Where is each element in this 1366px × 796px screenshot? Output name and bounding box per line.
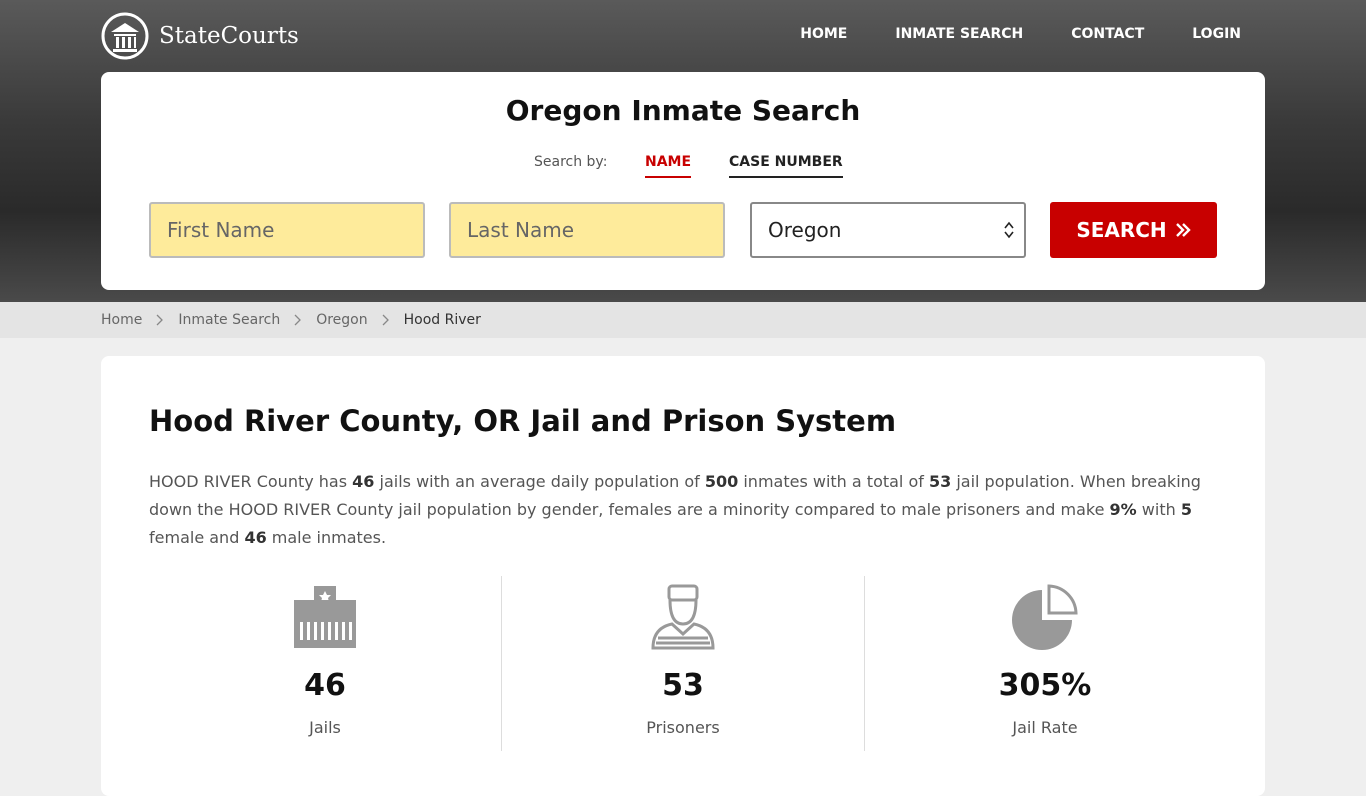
divider	[501, 576, 502, 751]
hero: StateCourts HOME INMATE SEARCH CONTACT L…	[0, 0, 1366, 302]
nav-link[interactable]: INMATE SEARCH	[895, 26, 1024, 42]
text: jail population. When breaking down the …	[149, 472, 1201, 519]
crumb-current: Hood River	[403, 312, 481, 328]
crumb[interactable]: Home	[101, 312, 143, 328]
crumb[interactable]: Inmate Search	[178, 312, 281, 328]
first-name-input[interactable]: First Name	[149, 202, 425, 258]
text: inmates with a total of	[738, 472, 929, 491]
prisoner-icon	[651, 584, 715, 650]
crumb-sep	[382, 314, 389, 326]
logo[interactable]: StateCourts	[101, 12, 299, 60]
nav: HOME INMATE SEARCH CONTACT LOGIN	[800, 26, 1241, 42]
text-bold: 46	[244, 528, 267, 547]
text: jails with an average daily population o…	[374, 472, 705, 491]
breadcrumb: Home Inmate Search Oregon Hood River	[0, 302, 1366, 338]
search-by: Search by:	[534, 154, 608, 170]
stat-value: 305%	[998, 668, 1092, 703]
nav-link[interactable]: CONTACT	[1071, 26, 1145, 42]
text: female and	[149, 528, 245, 547]
tab-name[interactable]: NAME	[645, 154, 692, 178]
logo-icon	[101, 12, 149, 60]
crumb-sep	[294, 314, 302, 326]
stat-label: Jails	[309, 718, 341, 737]
text-bold: 500	[704, 472, 739, 491]
text: with	[1136, 500, 1181, 519]
stat-value: 46	[304, 668, 346, 703]
search-title: Oregon Inmate Search	[505, 94, 861, 127]
text-bold: 9%	[1109, 500, 1137, 519]
jail-icon	[294, 586, 356, 648]
stat: 53 Prisoners	[502, 576, 864, 751]
text: male inmates.	[266, 528, 387, 547]
stat-label: Prisoners	[646, 718, 720, 737]
text-bold: 46	[352, 472, 375, 491]
pie-icon	[1012, 584, 1078, 650]
nav-link[interactable]: LOGIN	[1192, 26, 1241, 42]
content-card: Hood River County, OR Jail and Prison Sy…	[101, 356, 1265, 796]
nav-link[interactable]: HOME	[800, 26, 848, 42]
crumb-sep	[156, 314, 164, 326]
text: HOOD RIVER County has	[149, 472, 353, 491]
text-bold: 5	[1180, 500, 1192, 519]
content-title: Hood River County, OR Jail and Prison Sy…	[149, 404, 897, 438]
stat: 305% Jail Rate	[865, 576, 1225, 751]
crumb[interactable]: Oregon	[316, 312, 368, 328]
button-text: SEARCH	[1076, 218, 1167, 242]
tab-case[interactable]: CASE NUMBER	[729, 154, 843, 178]
select-arrows	[1004, 221, 1014, 239]
state-value: Oregon	[768, 218, 842, 242]
text-bold: 53	[928, 472, 952, 491]
last-name-input[interactable]: Last Name	[449, 202, 725, 258]
paragraph: HOOD RIVER County has 46 jails with an a…	[149, 468, 1219, 552]
stat-label: Jail Rate	[1012, 718, 1078, 737]
state-select[interactable]: Oregon	[750, 202, 1026, 258]
stat-value: 53	[662, 668, 704, 703]
search-button[interactable]: SEARCH	[1050, 202, 1217, 258]
divider	[864, 576, 865, 751]
button-icon	[1175, 223, 1191, 237]
logo-text: StateCourts	[159, 23, 299, 49]
stat: 46 Jails	[149, 576, 501, 751]
search-card: Oregon Inmate Search Search by: NAME CAS…	[101, 72, 1265, 290]
